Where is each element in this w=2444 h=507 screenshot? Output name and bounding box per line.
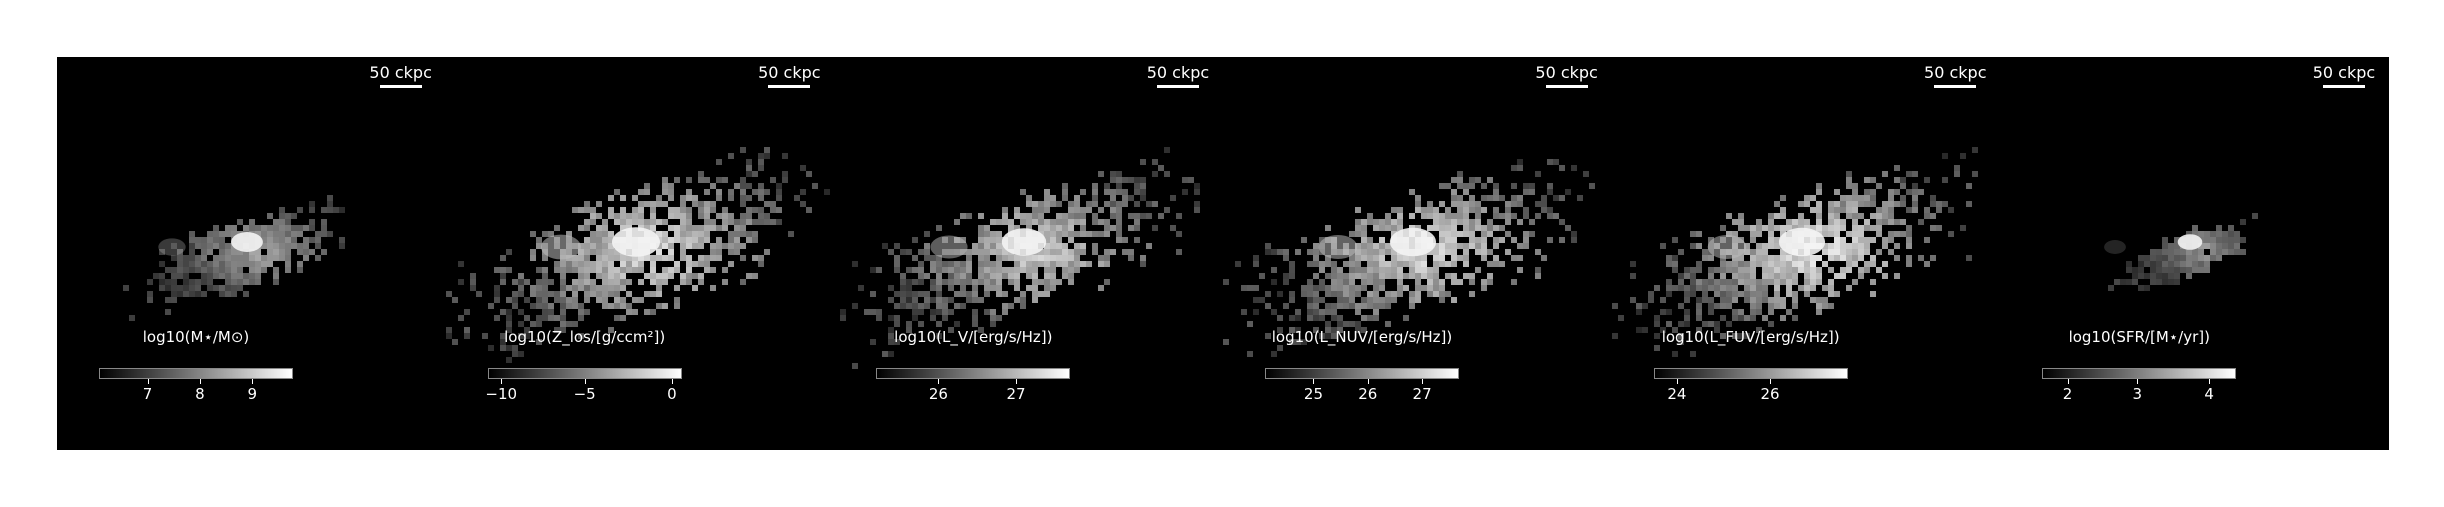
colorbar-tick: [1016, 379, 1017, 384]
colorbar-tick-label: 25: [1304, 385, 1323, 403]
colorbar-tick-label: 2: [2063, 385, 2073, 403]
colorbar-tick-label: 8: [195, 385, 205, 403]
colorbar-tick: [200, 379, 201, 384]
colorbar-tick: [1770, 379, 1771, 384]
colorbar-gradient: [2042, 368, 2236, 379]
colorbar-tick: [1677, 379, 1678, 384]
colorbar-tick-label: 3: [2133, 385, 2143, 403]
scale-bar-line: [768, 85, 810, 88]
colorbar-tick: [938, 379, 939, 384]
map-panel-mass: 50 ckpc log10(M⋆/M⊙) 7 8 9: [57, 57, 446, 450]
colorbar-tick-label: 27: [1006, 385, 1025, 403]
map-panel-sfr: 50 ckpc log10(SFR/[M⋆/yr]) 2 3 4: [2000, 57, 2389, 450]
colorbar-label: log10(M⋆/M⊙): [99, 328, 293, 346]
colorbar-tick: [2137, 379, 2138, 384]
colorbar-tick: [2209, 379, 2210, 384]
colorbar-label: log10(SFR/[M⋆/yr]): [2042, 328, 2236, 346]
colorbar-tick-label: 26: [1358, 385, 1377, 403]
scale-bar: 50 ckpc: [1932, 63, 1978, 88]
colorbar-tick: [148, 379, 149, 384]
scale-bar-line: [2323, 85, 2365, 88]
map-panel-metal: 50 ckpc log10(Z_los/[g/ccm²]) −10 −5 0: [446, 57, 835, 450]
scale-bar: 50 ckpc: [1544, 63, 1590, 88]
colorbar-tick: [252, 379, 253, 384]
colorbar-tick: [585, 379, 586, 384]
scale-bar-line: [380, 85, 422, 88]
colorbar-gradient: [876, 368, 1070, 379]
colorbar-tick-label: 0: [667, 385, 677, 403]
scale-bar-label: 50 ckpc: [1534, 63, 1600, 82]
colorbar-label: log10(L_FUV/[erg/s/Hz]): [1654, 328, 1848, 346]
scale-bar-label: 50 ckpc: [2311, 63, 2377, 82]
colorbar-tick-label: −5: [574, 385, 596, 403]
map-panel-lv: 50 ckpc log10(L_V/[erg/s/Hz]) 26 27: [834, 57, 1223, 450]
colorbar-label: log10(L_V/[erg/s/Hz]): [876, 328, 1070, 346]
scale-bar-label: 50 ckpc: [1145, 63, 1211, 82]
colorbar-label: log10(L_NUV/[erg/s/Hz]): [1265, 328, 1459, 346]
scale-bar-label: 50 ckpc: [1922, 63, 1988, 82]
scale-bar-label: 50 ckpc: [368, 63, 434, 82]
image-strip: 50 ckpc log10(M⋆/M⊙) 7 8 9 50 ckpc log10(Z_los…: [57, 57, 2389, 450]
colorbar-tick-label: 26: [929, 385, 948, 403]
colorbar-tick-label: 4: [2204, 385, 2214, 403]
map-panel-lnuv: 50 ckpc log10(L_NUV/[erg/s/Hz]) 25 26 27: [1223, 57, 1612, 450]
scale-bar: 50 ckpc: [2321, 63, 2367, 88]
colorbar-tick-label: −10: [485, 385, 517, 403]
colorbar-gradient: [1265, 368, 1459, 379]
colorbar-tick: [501, 379, 502, 384]
colorbar-tick: [672, 379, 673, 384]
colorbar-tick-label: 27: [1413, 385, 1432, 403]
map-panel-lfuv: 50 ckpc log10(L_FUV/[erg/s/Hz]) 24 26: [1612, 57, 2001, 450]
scale-bar-label: 50 ckpc: [756, 63, 822, 82]
colorbar-tick: [2068, 379, 2069, 384]
colorbar-tick: [1368, 379, 1369, 384]
colorbar-tick: [1422, 379, 1423, 384]
colorbar-tick: [1313, 379, 1314, 384]
colorbar-gradient: [99, 368, 293, 379]
galaxy-pixel-map: [834, 57, 1222, 450]
scale-bar: 50 ckpc: [1155, 63, 1201, 88]
galaxy-pixel-map: [2000, 57, 2388, 450]
scale-bar-line: [1546, 85, 1588, 88]
colorbar-tick-label: 26: [1760, 385, 1779, 403]
scale-bar: 50 ckpc: [766, 63, 812, 88]
colorbar-tick-label: 7: [143, 385, 153, 403]
colorbar-tick-label: 24: [1667, 385, 1686, 403]
colorbar-gradient: [488, 368, 682, 379]
colorbar-label: log10(Z_los/[g/ccm²]): [488, 328, 682, 346]
scale-bar-line: [1934, 85, 1976, 88]
colorbar-gradient: [1654, 368, 1848, 379]
scale-bar: 50 ckpc: [378, 63, 424, 88]
colorbar-tick-label: 9: [247, 385, 257, 403]
scale-bar-line: [1157, 85, 1199, 88]
